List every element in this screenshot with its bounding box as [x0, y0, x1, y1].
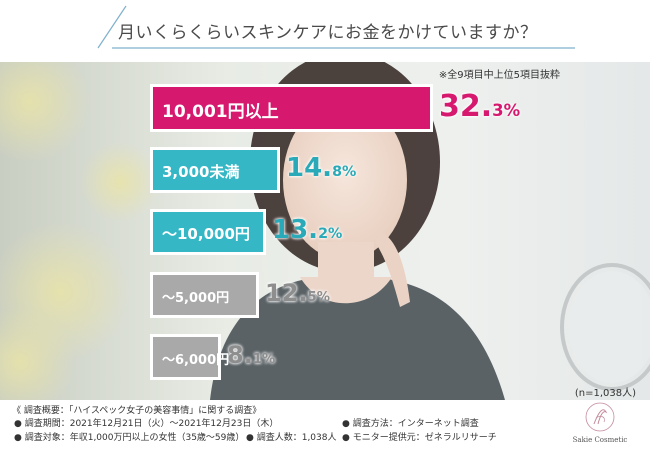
- bar-label-2: ～10,000円: [162, 224, 250, 243]
- sample-size: (n=1,038人): [574, 388, 636, 399]
- survey-overview: 《 調査概要：「ハイスペック女子の美容事情」に関する調査》: [12, 406, 262, 416]
- bar-0: [150, 84, 433, 132]
- survey-target: ● 調査対象：年収1,000万円以上の女性（35歳～59歳）: [14, 433, 245, 443]
- survey-method: ● 調査方法：インターネット調査: [342, 419, 479, 429]
- bar-value-0: 32. 3%: [439, 89, 520, 124]
- bar-value-4: 8. 1%: [227, 341, 275, 369]
- bar-value-main-2: 13.: [272, 215, 319, 246]
- bar-value-2: 13. 2%: [272, 215, 342, 245]
- brand-logo: Sakie Cosmetic: [570, 400, 630, 448]
- survey-footer: 《 調査概要：「ハイスペック女子の美容事情」に関する調査》 ● 調査期間：202…: [0, 400, 650, 450]
- bar-3: [150, 272, 259, 318]
- bar-value-main-3: 12.: [265, 279, 308, 308]
- logo-mark-icon: [585, 402, 615, 432]
- bar-label-4: ～6,000円: [162, 352, 230, 368]
- bar-value-unit-1: 8%: [332, 164, 357, 181]
- background-photo: [0, 62, 650, 400]
- bar-value-1: 14. 8%: [286, 153, 356, 183]
- bar-4: [150, 334, 221, 380]
- bar-2: [150, 209, 266, 255]
- note-text: ※全9項目中上位5項目抜粋: [438, 70, 560, 81]
- survey-period: ● 調査期間：2021年12月21日（火）～2021年12月23日（木）: [14, 419, 279, 429]
- bar-label-0: 10,001円以上: [162, 102, 279, 123]
- bar-value-unit-0: 3%: [492, 100, 521, 120]
- survey-provider: ● モニター提供元：ゼネラルリサーチ: [342, 433, 497, 443]
- bar-value-main-0: 32.: [439, 88, 493, 124]
- bar-value-unit-3: 5%: [307, 290, 330, 306]
- bar-value-main-1: 14.: [286, 153, 333, 184]
- bar-value-unit-2: 2%: [318, 226, 343, 243]
- header: 月いくらくらいスキンケアにお金をかけていますか？: [0, 0, 650, 62]
- bar-value-main-4: 8.: [227, 341, 253, 370]
- survey-count: ● 調査人数：1,038人: [246, 433, 337, 443]
- bar-label-1: 3,000未満: [162, 162, 240, 181]
- bar-value-3: 12. 5%: [265, 279, 330, 307]
- bar-value-unit-4: 1%: [252, 352, 276, 368]
- page-title: 月いくらくらいスキンケアにお金をかけていますか？: [118, 23, 538, 43]
- bar-label-3: ～5,000円: [162, 290, 230, 306]
- header-decoration: [97, 5, 575, 49]
- bar-1: [150, 147, 280, 193]
- logo-text: Sakie Cosmetic: [572, 436, 628, 444]
